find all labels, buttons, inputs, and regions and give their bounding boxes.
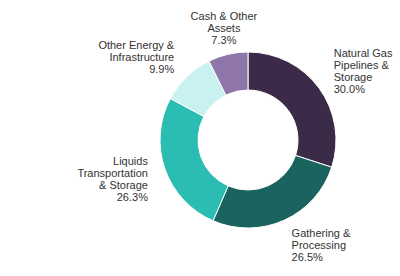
svg-text:Other Energy &Infrastructure9.: Other Energy &Infrastructure9.9% xyxy=(98,39,174,75)
svg-text:LiquidsTransportation& Storage: LiquidsTransportation& Storage26.3% xyxy=(77,155,148,203)
svg-text:Natural GasPipelines &Storage3: Natural GasPipelines &Storage30.0% xyxy=(334,47,392,95)
svg-text:Cash & OtherAssets7.3%: Cash & OtherAssets7.3% xyxy=(191,10,258,46)
svg-text:Gathering &Processing26.5%: Gathering &Processing26.5% xyxy=(292,227,351,263)
